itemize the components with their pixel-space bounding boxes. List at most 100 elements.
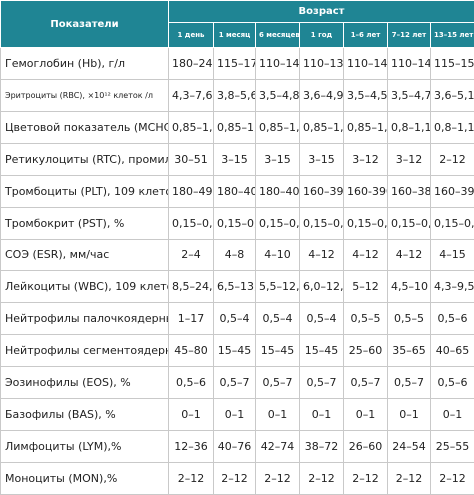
value-cell: 4–12 <box>343 238 388 272</box>
value-cell: 40–65 <box>430 334 474 368</box>
value-cell: 0,5–6 <box>168 366 214 400</box>
value-cell: 0–1 <box>430 398 474 432</box>
value-cell: 0,5–7 <box>387 366 431 400</box>
value-cell: 0,85–1,15 <box>343 110 388 144</box>
value-cell: 110–145 <box>387 47 431 80</box>
value-cell: 26–60 <box>343 430 388 463</box>
value-cell: 0,15–0,35 <box>168 206 214 240</box>
row-label: Ретикулоциты (RTC), промилле <box>0 142 169 176</box>
table-row: Базофилы (BAS), % 0–1 0–1 0–1 0–1 0–1 0–1 0–1 <box>0 398 474 432</box>
age-header: 1–6 лет <box>343 22 388 48</box>
value-cell: 0,5–4 <box>299 302 344 336</box>
value-cell: 3–15 <box>213 142 256 176</box>
table-row: Лимфоциты (LYM),% 12–36 40–76 42–74 38–72 26–… <box>0 430 474 463</box>
table-body: Гемоглобин (Hb), г/л180–240115–175110–14… <box>0 47 474 495</box>
age-header: 13–15 лет <box>430 22 474 48</box>
value-cell: 0,85–1,15 <box>299 110 344 144</box>
value-cell: 25–60 <box>343 334 388 368</box>
value-cell: 12–36 <box>168 430 214 463</box>
value-cell: 0,5–4 <box>255 302 300 336</box>
value-cell: 3–12 <box>387 142 431 176</box>
value-cell: 3,5–4,5 <box>343 78 388 112</box>
value-cell: 0,5–6 <box>430 302 474 336</box>
value-cell: 4–15 <box>430 238 474 272</box>
value-cell: 3,5–4,7 <box>387 78 431 112</box>
value-cell: 4–12 <box>299 238 344 272</box>
value-cell: 0,5–7 <box>213 366 256 400</box>
value-cell: 0,15–0,35 <box>255 206 300 240</box>
value-cell: 0,15–0,35 <box>299 206 344 240</box>
value-cell: 0,15–0,35 <box>213 206 256 240</box>
value-cell: 0,5–4 <box>213 302 256 336</box>
value-cell: 160–390 <box>430 174 474 208</box>
row-label: Гемоглобин (Hb), г/л <box>0 47 169 80</box>
value-cell: 180–400 <box>213 174 256 208</box>
value-cell: 0–1 <box>343 398 388 432</box>
table-row: Эозинофилы (EOS), % 0,5–6 0,5–7 0,5–7 0,5–7 0… <box>0 366 474 400</box>
value-cell: 3,6–4,9 <box>299 78 344 112</box>
value-cell: 160-390 <box>343 174 388 208</box>
value-cell: 2–12 <box>387 461 431 495</box>
value-cell: 3–15 <box>255 142 300 176</box>
value-cell: 115–155 <box>430 47 474 80</box>
value-cell: 2–12 <box>255 461 300 495</box>
row-label: СОЭ (ESR), мм/час <box>0 238 169 272</box>
value-cell: 3,8–5,6 <box>213 78 256 112</box>
value-cell: 25–55 <box>430 430 474 463</box>
value-cell: 2–12 <box>168 461 214 495</box>
value-cell: 0,15–0,35 <box>343 206 388 240</box>
row-label: Эритроциты (RBC), ×10¹² клеток /л <box>0 78 169 112</box>
header-cell: Показатели <box>0 0 169 48</box>
value-cell: 0,15–0,35 <box>387 206 431 240</box>
value-cell: 1–17 <box>168 302 214 336</box>
table-row: Нейтрофилы палочкоядерные, %1–170,5–40,5… <box>0 302 474 336</box>
value-cell: 2–12 <box>430 461 474 495</box>
value-cell: 0,5–5 <box>343 302 388 336</box>
age-header: 1 год <box>299 22 344 48</box>
value-cell: 0–1 <box>299 398 344 432</box>
row-label: Моноциты (MON),% <box>0 461 169 495</box>
value-cell: 2–12 <box>430 142 474 176</box>
table-row: Моноциты (MON),% 2–12 2–12 2–12 2–12 2–12 2–12… <box>0 461 474 495</box>
value-cell: 15–45 <box>213 334 256 368</box>
value-cell: 3–12 <box>343 142 388 176</box>
value-cell: 40–76 <box>213 430 256 463</box>
value-cell: 0–1 <box>213 398 256 432</box>
value-cell: 24–54 <box>387 430 431 463</box>
value-cell: 0,85–1,15 <box>213 110 256 144</box>
value-cell: 110–140 <box>255 47 300 80</box>
value-cell: 2–12 <box>213 461 256 495</box>
row-label: Лимфоциты (LYM),% <box>0 430 169 463</box>
value-cell: 30–51 <box>168 142 214 176</box>
value-cell: 2–12 <box>299 461 344 495</box>
value-cell: 42–74 <box>255 430 300 463</box>
age-header: 7–12 лет <box>387 22 431 48</box>
value-cell: 15–45 <box>255 334 300 368</box>
value-cell: 0–1 <box>255 398 300 432</box>
value-cell: 110–140 <box>343 47 388 80</box>
value-cell: 160–380 <box>387 174 431 208</box>
value-cell: 0,5–7 <box>299 366 344 400</box>
value-cell: 2–12 <box>343 461 388 495</box>
row-label: Нейтрофилы палочкоядерные, % <box>0 302 169 336</box>
value-cell: 38–72 <box>299 430 344 463</box>
row-label: Базофилы (BAS), % <box>0 398 169 432</box>
value-cell: 0,15–0,35 <box>430 206 474 240</box>
value-cell: 0,5–7 <box>255 366 300 400</box>
row-label: Тромбокрит (PST), % <box>0 206 169 240</box>
value-cell: 0,5–6 <box>430 366 474 400</box>
value-cell: 115–175 <box>213 47 256 80</box>
table-row: Цветовой показатель (MCHC), %0,85–1,150,… <box>0 110 474 144</box>
value-cell: 45–80 <box>168 334 214 368</box>
value-cell: 4–8 <box>213 238 256 272</box>
value-cell: 0,5–5 <box>387 302 431 336</box>
value-cell: 0,8–1,1 <box>387 110 431 144</box>
value-cell: 0,85–1,15 <box>255 110 300 144</box>
table-row: Гемоглобин (Hb), г/л180–240115–175110–14… <box>0 47 474 80</box>
value-cell: 4,5–10 <box>387 270 431 304</box>
value-cell: 8,5–24,5 <box>168 270 214 304</box>
table-row: Тромбокрит (PST), %0,15–0,350,15–0,350,1… <box>0 206 474 240</box>
value-cell: 5,5–12,5 <box>255 270 300 304</box>
value-cell: 2–4 <box>168 238 214 272</box>
